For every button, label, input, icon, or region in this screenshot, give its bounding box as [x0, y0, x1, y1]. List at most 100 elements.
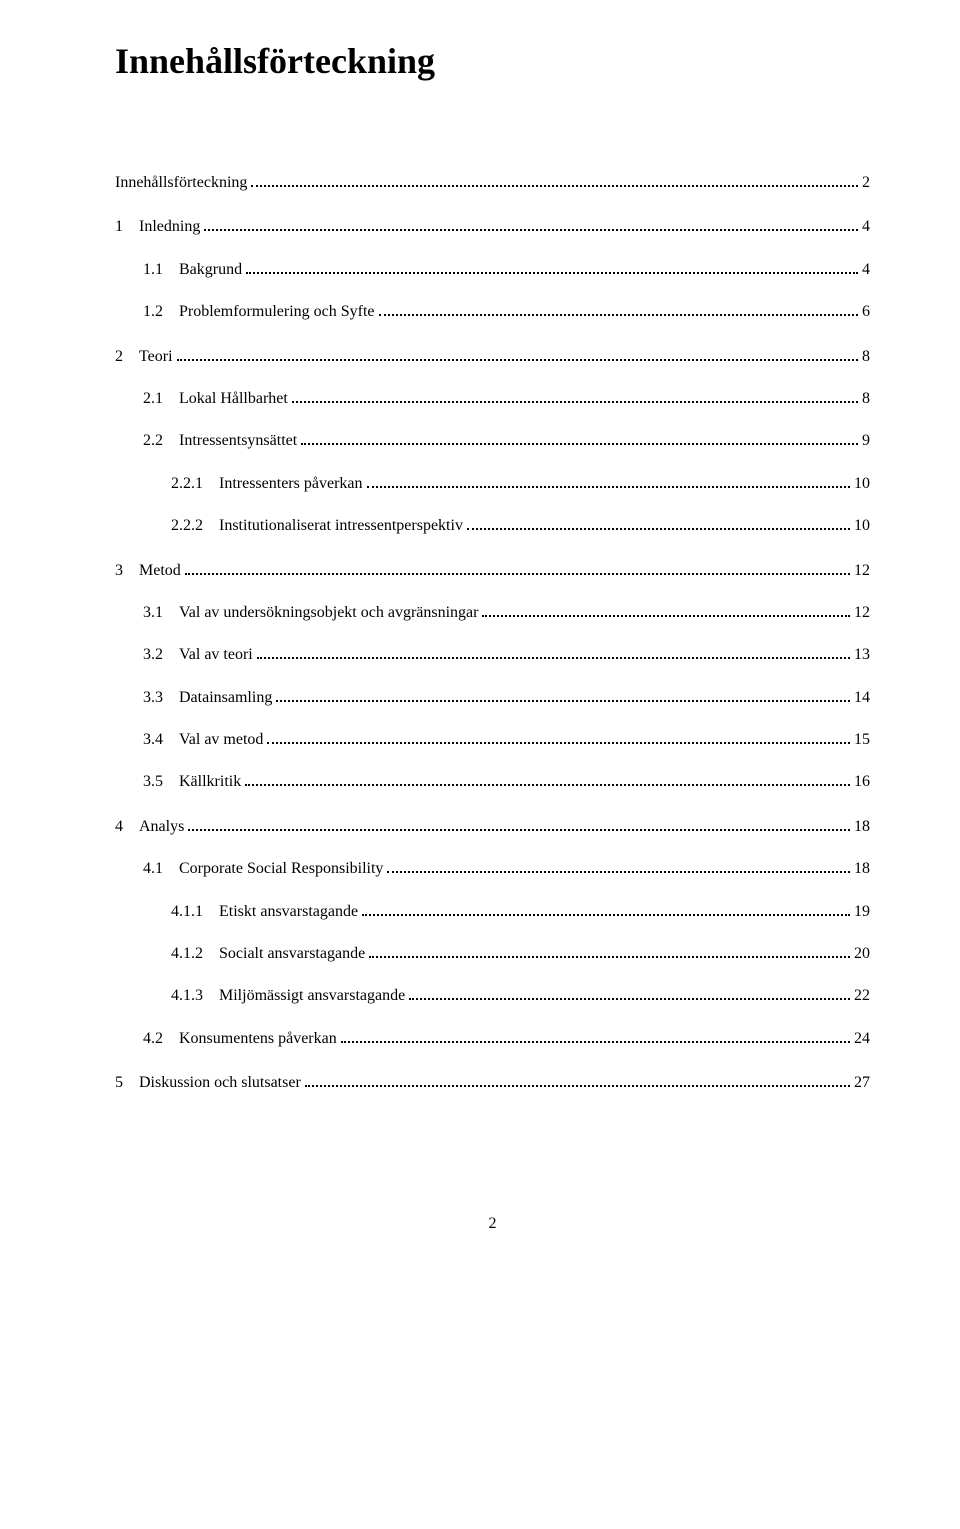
toc-entry-label: Corporate Social Responsibility: [179, 858, 383, 880]
toc-entry-number: 3.3: [143, 687, 179, 709]
toc-entry-page: 8: [862, 388, 870, 410]
toc-leader-dots: [387, 860, 850, 873]
toc-entry-number: 4.1.2: [171, 943, 219, 965]
toc-entry-label: Lokal Hållbarhet: [179, 388, 288, 410]
toc-entry-page: 18: [854, 816, 870, 838]
toc-leader-dots: [341, 1030, 850, 1043]
toc-entry-label: Socialt ansvarstagande: [219, 943, 365, 965]
toc-entry: 2.2 Intressentsynsättet 9: [115, 430, 870, 452]
toc-entry-page: 16: [854, 771, 870, 793]
toc-entry-page: 14: [854, 687, 870, 709]
toc-entry-label: Diskussion och slutsatser: [139, 1072, 301, 1094]
toc-entry-label: Institutionaliserat intressentperspektiv: [219, 515, 463, 537]
toc-leader-dots: [204, 219, 858, 232]
toc-entry-number: 3.2: [143, 644, 179, 666]
toc-leader-dots: [467, 517, 850, 530]
toc-entry-page: 19: [854, 901, 870, 923]
toc-entry: 1 Inledning 4: [115, 216, 870, 238]
toc-leader-dots: [301, 433, 858, 446]
toc-entry: 2.2.2 Institutionaliserat intressentpers…: [115, 515, 870, 537]
toc-entry-label: Etiskt ansvarstagande: [219, 901, 358, 923]
page-title: Innehållsförteckning: [115, 40, 870, 82]
toc-entry-page: 6: [862, 301, 870, 323]
toc-entry-page: 2: [862, 172, 870, 194]
toc-entry: 3.1 Val av undersökningsobjekt och avgrä…: [115, 602, 870, 624]
toc-entry: 4.1 Corporate Social Responsibility 18: [115, 858, 870, 880]
toc-leader-dots: [185, 562, 850, 575]
toc-entry-number: 1.1: [143, 259, 179, 281]
toc-entry: 3.2 Val av teori 13: [115, 644, 870, 666]
toc-entry-label: Konsumentens påverkan: [179, 1028, 337, 1050]
toc-entry-label: Intressentsynsättet: [179, 430, 297, 452]
toc-leader-dots: [482, 604, 850, 617]
toc-entry-number: 3: [115, 560, 139, 582]
toc-leader-dots: [251, 174, 858, 187]
toc-entry-label: Teori: [139, 346, 173, 368]
toc-leader-dots: [305, 1074, 850, 1087]
toc-entry: 4.1.3 Miljömässigt ansvarstagande 22: [115, 985, 870, 1007]
toc-entry: 3.4 Val av metod 15: [115, 729, 870, 751]
toc-entry-number: 4: [115, 816, 139, 838]
toc-entry-number: 2: [115, 346, 139, 368]
toc-entry-label: Analys: [139, 816, 184, 838]
toc-entry: 4 Analys 18: [115, 816, 870, 838]
toc-entry-label: Datainsamling: [179, 687, 272, 709]
toc-entry: 3.3 Datainsamling 14: [115, 687, 870, 709]
toc-entry: 5 Diskussion och slutsatser 27: [115, 1072, 870, 1094]
toc-entry: 4.1.2 Socialt ansvarstagande 20: [115, 943, 870, 965]
toc-entry: 2.1 Lokal Hållbarhet 8: [115, 388, 870, 410]
toc-entry-page: 27: [854, 1072, 870, 1094]
toc-entry-page: 4: [862, 259, 870, 281]
toc-entry-label: Intressenters påverkan: [219, 473, 363, 495]
toc-entry-label: Val av metod: [179, 729, 263, 751]
toc-leader-dots: [362, 903, 850, 916]
toc-entry: 2.2.1 Intressenters påverkan 10: [115, 473, 870, 495]
toc-entry-page: 8: [862, 346, 870, 368]
toc-entry-label: Inledning: [139, 216, 200, 238]
toc-entry-number: 4.1.1: [171, 901, 219, 923]
toc-entry-number: 1: [115, 216, 139, 238]
toc-entry-page: 10: [854, 473, 870, 495]
toc-entry-page: 9: [862, 430, 870, 452]
toc-entry-number: 5: [115, 1072, 139, 1094]
toc-leader-dots: [188, 818, 850, 831]
toc-entry-page: 12: [854, 602, 870, 624]
toc-entry-number: 4.1: [143, 858, 179, 880]
toc-leader-dots: [379, 303, 858, 316]
toc-entry-number: 2.2.1: [171, 473, 219, 495]
toc-entry-page: 10: [854, 515, 870, 537]
toc-leader-dots: [257, 647, 850, 660]
toc-entry-page: 22: [854, 985, 870, 1007]
toc-entry-label: Innehållsförteckning: [115, 172, 247, 194]
toc-entry: 1.2 Problemformulering och Syfte 6: [115, 301, 870, 323]
toc-entry-label: Metod: [139, 560, 181, 582]
toc-leader-dots: [409, 988, 850, 1001]
toc-entry-label: Val av undersökningsobjekt och avgränsni…: [179, 602, 478, 624]
toc-entry-page: 4: [862, 216, 870, 238]
toc-entry: 3 Metod 12: [115, 560, 870, 582]
toc-entry-label: Val av teori: [179, 644, 253, 666]
toc-leader-dots: [276, 689, 850, 702]
toc-entry: 4.2 Konsumentens påverkan 24: [115, 1028, 870, 1050]
toc-entry: 4.1.1 Etiskt ansvarstagande 19: [115, 901, 870, 923]
toc-entry-number: 2.2.2: [171, 515, 219, 537]
toc-entry-page: 24: [854, 1028, 870, 1050]
toc-entry-page: 18: [854, 858, 870, 880]
toc-entry-page: 13: [854, 644, 870, 666]
toc-leader-dots: [177, 348, 858, 361]
toc-leader-dots: [267, 731, 850, 744]
toc-entry-number: 2.1: [143, 388, 179, 410]
toc-entry-number: 3.4: [143, 729, 179, 751]
toc-entry-page: 12: [854, 560, 870, 582]
toc-entry-page: 15: [854, 729, 870, 751]
toc-entry-number: 4.2: [143, 1028, 179, 1050]
toc-entry-label: Källkritik: [179, 771, 241, 793]
table-of-contents: Innehållsförteckning 21 Inledning 41.1 B…: [115, 172, 870, 1095]
toc-leader-dots: [369, 945, 850, 958]
toc-entry-number: 3.1: [143, 602, 179, 624]
toc-entry-number: 2.2: [143, 430, 179, 452]
toc-entry: Innehållsförteckning 2: [115, 172, 870, 194]
toc-entry-number: 3.5: [143, 771, 179, 793]
toc-leader-dots: [292, 390, 858, 403]
toc-entry-number: 4.1.3: [171, 985, 219, 1007]
